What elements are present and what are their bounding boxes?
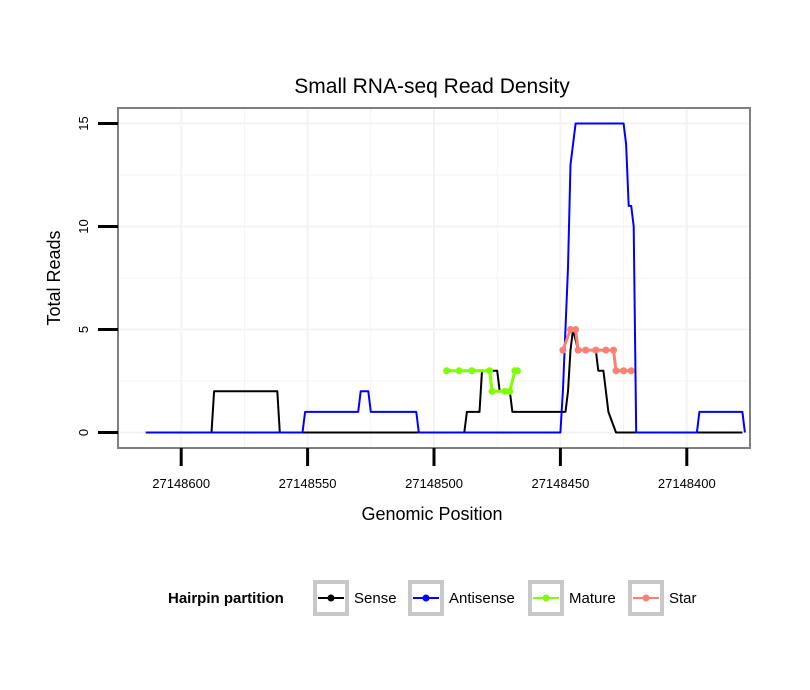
series-point-mature (468, 367, 476, 375)
series-point-mature (513, 367, 521, 375)
legend-marker-antisense (422, 594, 430, 602)
y-tick-label: 0 (76, 429, 91, 436)
legend-marker-mature (542, 594, 550, 602)
gridlines (118, 108, 750, 448)
legend-marker-sense (327, 594, 335, 602)
series-point-star (612, 367, 620, 375)
series-point-mature (486, 367, 494, 375)
chart-title: Small RNA-seq Read Density (294, 75, 570, 98)
series-line-antisense (145, 122, 746, 434)
y-tick-label: 5 (76, 326, 91, 333)
y-tick-label: 10 (76, 219, 91, 233)
legend-label-sense: Sense (354, 590, 397, 607)
y-axis-title: Total Reads (44, 230, 64, 325)
legend: Hairpin partition Sense Antisense Mature St… (168, 580, 697, 616)
x-axis-title: Genomic Position (361, 504, 502, 524)
y-tick-label: 15 (76, 116, 91, 130)
series-point-mature (506, 387, 514, 395)
series-point-star (620, 367, 628, 375)
series-point-star (609, 346, 617, 354)
x-tick-label: 27148600 (152, 476, 210, 491)
legend-label-antisense: Antisense (449, 590, 515, 607)
legend-label-mature: Mature (569, 590, 616, 607)
x-tick-label: 27148550 (279, 476, 337, 491)
series-point-mature (488, 387, 496, 395)
series-point-star (572, 326, 580, 334)
series-point-star (567, 326, 575, 334)
legend-marker-star (642, 594, 650, 602)
series-point-mature (443, 367, 451, 375)
legend-title: Hairpin partition (168, 590, 284, 607)
series-point-star (559, 346, 567, 354)
y-axis: 0 5 10 15 (76, 116, 118, 436)
x-tick-label: 27148500 (405, 476, 463, 491)
series-point-star (574, 346, 582, 354)
series-point-mature (455, 367, 463, 375)
series-point-star (582, 346, 590, 354)
x-axis: 27148600 27148550 27148500 27148450 27148400 (152, 448, 716, 491)
x-tick-label: 27148450 (531, 476, 589, 491)
series-point-star (592, 346, 600, 354)
series-layer (145, 122, 746, 434)
series-point-star (602, 346, 610, 354)
series-point-mature (501, 387, 509, 395)
series-point-star (627, 367, 635, 375)
legend-label-star: Star (669, 590, 697, 607)
x-tick-label: 27148400 (658, 476, 716, 491)
